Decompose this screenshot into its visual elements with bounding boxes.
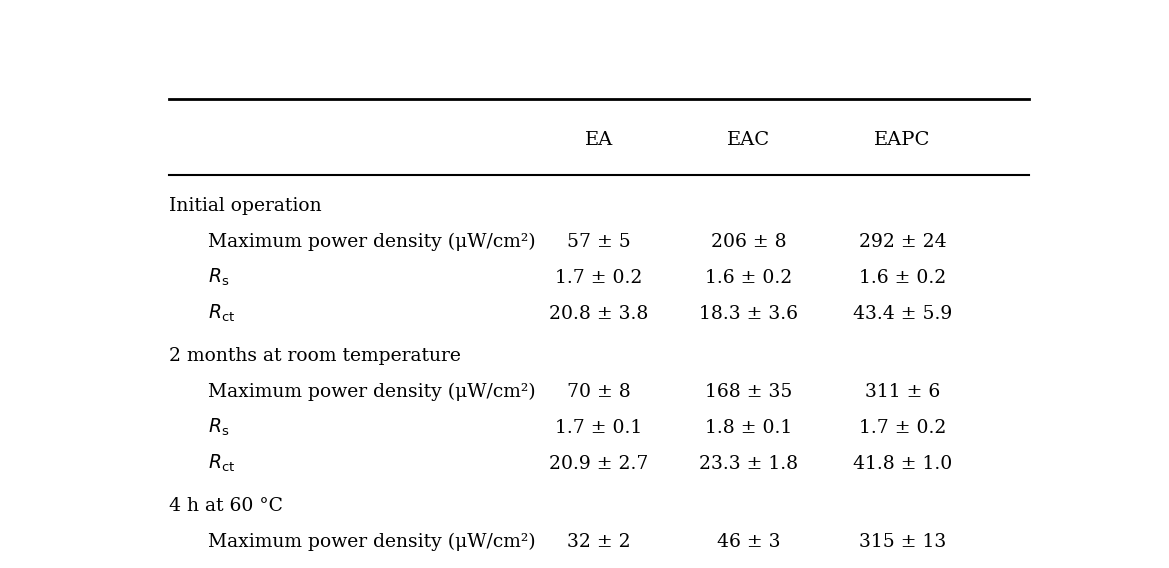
Text: 1.7 ± 0.2: 1.7 ± 0.2 [555,269,643,287]
Text: 18.3 ± 3.6: 18.3 ± 3.6 [699,304,798,323]
Text: 311 ± 6: 311 ± 6 [865,383,940,401]
Text: 168 ± 35: 168 ± 35 [705,383,793,401]
Text: 41.8 ± 1.0: 41.8 ± 1.0 [853,454,953,473]
Text: 1.6 ± 0.2: 1.6 ± 0.2 [859,269,946,287]
Text: Maximum power density (μW/cm²): Maximum power density (μW/cm²) [208,233,535,251]
Text: $R_{\mathrm{s}}$: $R_{\mathrm{s}}$ [208,267,229,289]
Text: 20.9 ± 2.7: 20.9 ± 2.7 [549,454,649,473]
Text: 70 ± 8: 70 ± 8 [567,383,631,401]
Text: Maximum power density (μW/cm²): Maximum power density (μW/cm²) [208,533,535,551]
Text: EA: EA [584,131,614,149]
Text: 1.8 ± 0.1: 1.8 ± 0.1 [705,419,793,437]
Text: 46 ± 3: 46 ± 3 [717,533,781,551]
Text: 206 ± 8: 206 ± 8 [711,233,787,251]
Text: Initial operation: Initial operation [168,197,321,215]
Text: 1.6 ± 0.2: 1.6 ± 0.2 [705,269,793,287]
Text: $R_{\mathrm{s}}$: $R_{\mathrm{s}}$ [208,417,229,438]
Text: $R_{\mathrm{s}}$: $R_{\mathrm{s}}$ [208,567,229,568]
Text: 315 ± 13: 315 ± 13 [859,533,946,551]
Text: 43.4 ± 5.9: 43.4 ± 5.9 [853,304,953,323]
Text: $R_{\mathrm{ct}}$: $R_{\mathrm{ct}}$ [208,303,235,324]
Text: $R_{\mathrm{ct}}$: $R_{\mathrm{ct}}$ [208,453,235,474]
Text: EAPC: EAPC [874,131,931,149]
Text: 20.8 ± 3.8: 20.8 ± 3.8 [549,304,649,323]
Text: 292 ± 24: 292 ± 24 [859,233,947,251]
Text: EAC: EAC [727,131,770,149]
Text: 1.7 ± 0.2: 1.7 ± 0.2 [859,419,946,437]
Text: 57 ± 5: 57 ± 5 [567,233,631,251]
Text: 2 months at room temperature: 2 months at room temperature [168,347,461,365]
Text: 32 ± 2: 32 ± 2 [567,533,631,551]
Text: 1.7 ± 0.1: 1.7 ± 0.1 [555,419,643,437]
Text: Maximum power density (μW/cm²): Maximum power density (μW/cm²) [208,383,535,401]
Text: 23.3 ± 1.8: 23.3 ± 1.8 [699,454,798,473]
Text: 4 h at 60 °C: 4 h at 60 °C [168,497,283,515]
